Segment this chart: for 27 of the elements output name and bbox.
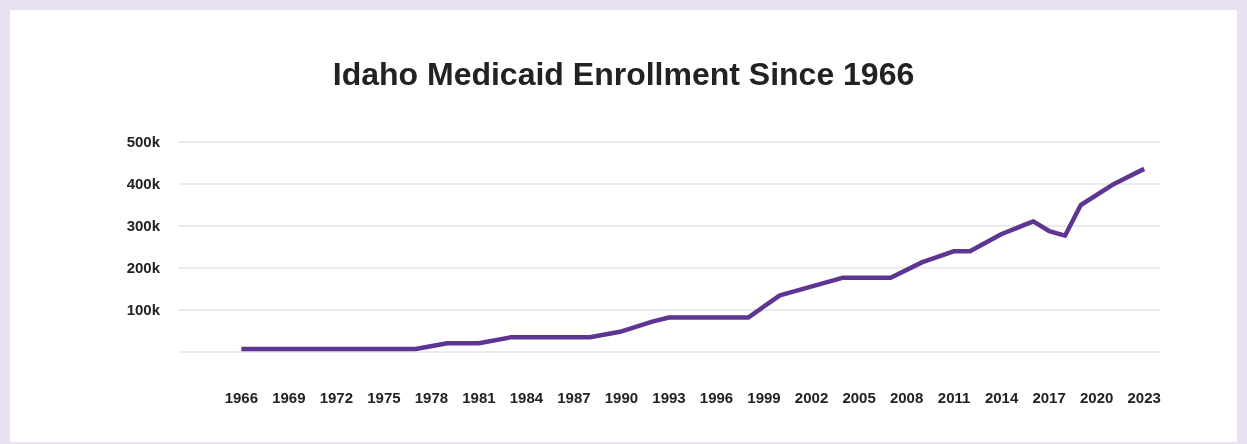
x-tick-label: 2014 bbox=[984, 388, 1019, 406]
y-tick-label: 100k bbox=[126, 301, 161, 319]
x-tick-label: 2008 bbox=[889, 388, 924, 406]
x-tick-label: 1978 bbox=[414, 388, 449, 406]
x-tick-label: 1999 bbox=[747, 388, 781, 406]
x-tick-label: 2005 bbox=[842, 388, 876, 406]
x-tick-label: 1975 bbox=[367, 388, 401, 406]
x-tick-label: 1981 bbox=[462, 388, 496, 406]
x-tick-label: 1993 bbox=[652, 388, 686, 406]
x-tick-label: 2017 bbox=[1032, 388, 1066, 406]
x-tick-label: 1972 bbox=[319, 388, 354, 406]
x-tick-label: 1969 bbox=[272, 388, 306, 406]
y-tick-label: 400k bbox=[126, 175, 161, 193]
line-series bbox=[239, 166, 1147, 352]
y-tick-label: 500k bbox=[126, 133, 161, 151]
x-tick-label: 1996 bbox=[699, 388, 734, 406]
x-tick-label: 2023 bbox=[1127, 388, 1161, 406]
x-tick-label: 1990 bbox=[604, 388, 639, 406]
x-tick-label: 2002 bbox=[794, 388, 829, 406]
x-tick-label: 2020 bbox=[1079, 388, 1114, 406]
chart-title: Idaho Medicaid Enrollment Since 1966 bbox=[331, 56, 916, 93]
x-tick-label: 2011 bbox=[937, 388, 971, 406]
x-tick-label: 1966 bbox=[224, 388, 259, 406]
x-tick-label: 1984 bbox=[509, 388, 544, 406]
y-tick-label: 300k bbox=[126, 217, 161, 235]
x-tick-label: 1987 bbox=[557, 388, 591, 406]
y-tick-label: 200k bbox=[126, 259, 161, 277]
